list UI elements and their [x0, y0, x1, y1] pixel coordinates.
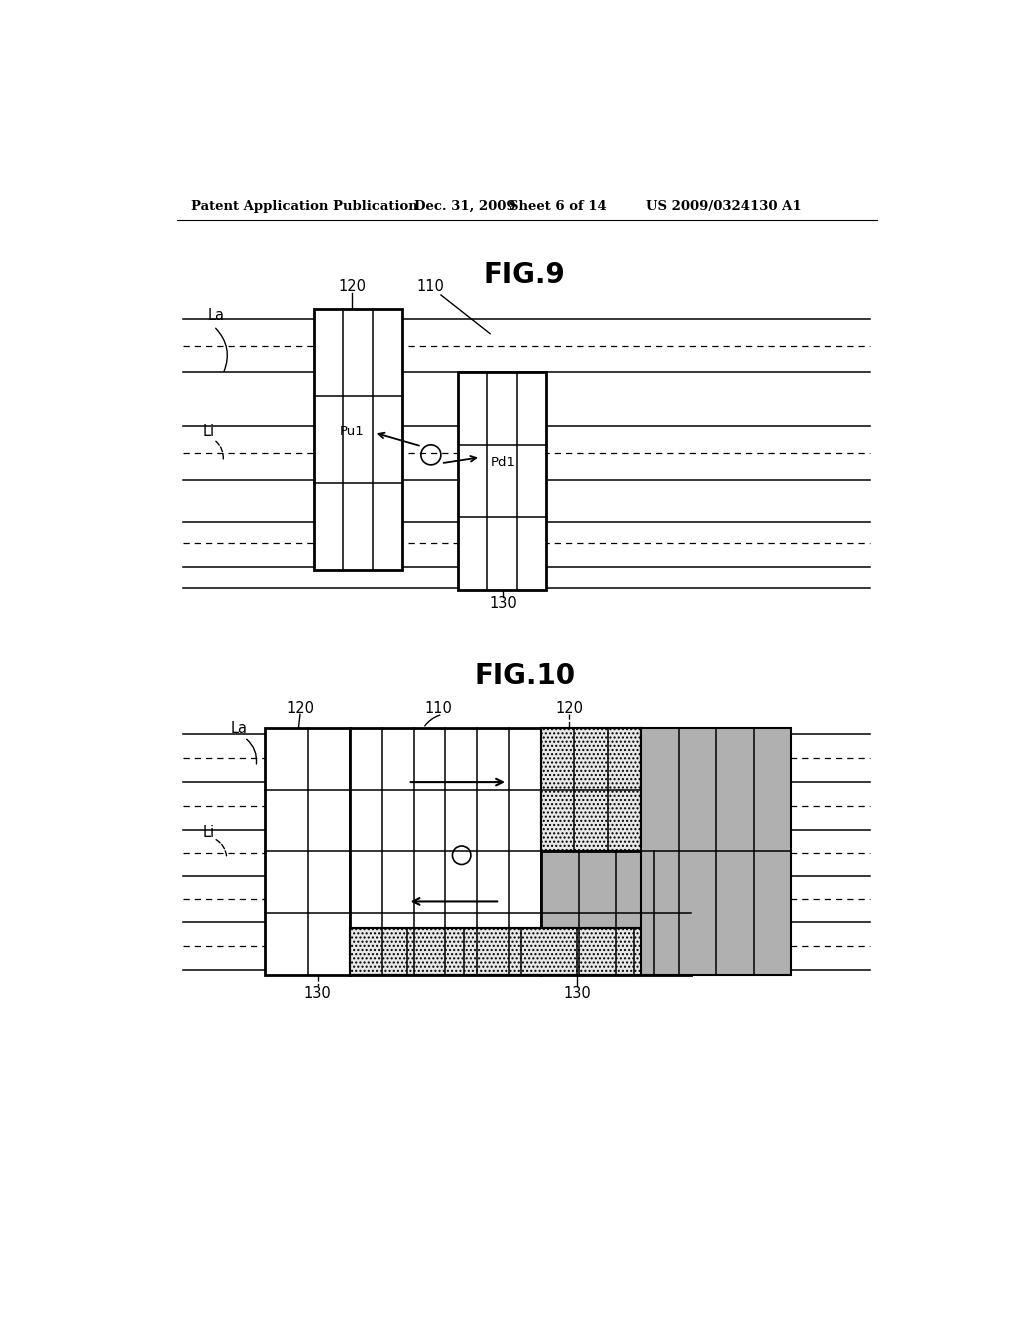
Text: La: La [208, 308, 224, 323]
Text: Patent Application Publication: Patent Application Publication [190, 199, 418, 213]
Bar [541, 729, 641, 851]
Bar [458, 372, 547, 590]
Text: FIG.9: FIG.9 [484, 261, 565, 289]
Bar [641, 729, 792, 974]
Text: Dec. 31, 2009: Dec. 31, 2009 [414, 199, 515, 213]
Text: US 2009/0324130 A1: US 2009/0324130 A1 [646, 199, 802, 213]
Text: Pd1: Pd1 [490, 455, 516, 469]
Bar [350, 928, 691, 974]
Text: 120: 120 [338, 280, 367, 294]
Text: FIG.10: FIG.10 [474, 661, 575, 690]
Bar [541, 851, 691, 974]
Text: 120: 120 [555, 701, 584, 717]
Text: La: La [230, 721, 248, 735]
Bar [350, 729, 541, 974]
Text: 130: 130 [489, 595, 517, 611]
Text: 130: 130 [563, 986, 591, 1002]
Bar [541, 729, 641, 851]
Bar [313, 309, 402, 570]
Text: 110: 110 [425, 701, 453, 717]
Text: 120: 120 [286, 701, 314, 717]
Bar [265, 729, 350, 974]
Bar [350, 928, 691, 974]
Text: Sheet 6 of 14: Sheet 6 of 14 [509, 199, 607, 213]
Text: Li: Li [202, 825, 214, 840]
Text: 110: 110 [417, 280, 444, 294]
Text: 130: 130 [304, 986, 332, 1002]
Text: Li: Li [202, 424, 214, 440]
Text: Pu1: Pu1 [340, 425, 365, 438]
